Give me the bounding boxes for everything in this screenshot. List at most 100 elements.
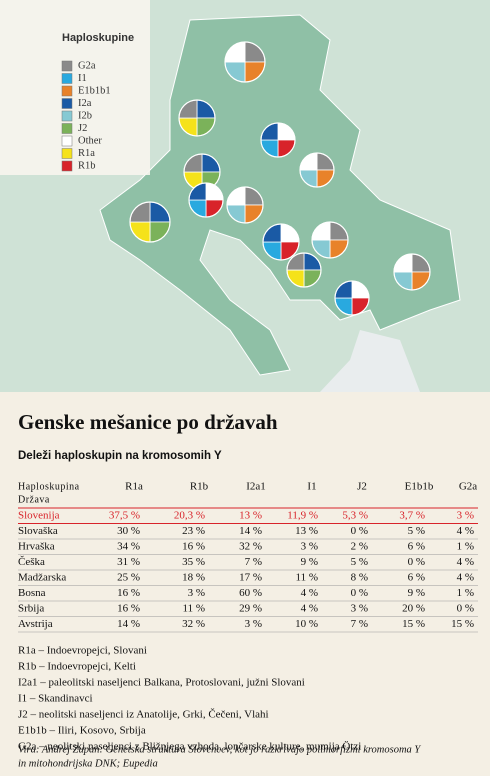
value-cell: 4 % xyxy=(457,556,474,568)
value-cell: 11 % xyxy=(182,602,205,614)
value-cell: 30 % xyxy=(117,525,140,537)
legend-label: I2a xyxy=(78,98,92,109)
value-cell: 14 % xyxy=(117,618,140,630)
legend-swatch xyxy=(61,148,73,159)
country-cell: Češka xyxy=(18,556,45,568)
value-cell: 60 % xyxy=(239,587,262,599)
legend-swatch xyxy=(61,85,73,97)
value-cell: 20 % xyxy=(402,602,425,614)
pie-outline xyxy=(311,221,349,259)
value-cell: 4 % xyxy=(301,602,318,614)
value-cell: 4 % xyxy=(301,587,318,599)
corner-label: Država xyxy=(18,494,50,505)
value-cell: 34 % xyxy=(117,540,140,552)
legend-label: I1 xyxy=(78,73,87,84)
column-header: E1b1b xyxy=(405,481,434,493)
column-header: I1 xyxy=(307,481,316,493)
legend-swatch xyxy=(61,60,73,72)
value-cell: 13 % xyxy=(239,509,262,521)
value-cell: 3,7 % xyxy=(399,509,425,521)
legend-label: Other xyxy=(78,135,102,146)
value-cell: 3 % xyxy=(188,587,205,599)
value-cell: 10 % xyxy=(295,618,318,630)
legend-label: E1b1b1 xyxy=(78,85,111,96)
value-cell: 5,3 % xyxy=(342,509,368,521)
value-cell: 9 % xyxy=(408,587,425,599)
country-cell: Slovaška xyxy=(18,525,58,537)
pie-outline xyxy=(188,182,224,218)
value-cell: 6 % xyxy=(408,540,425,552)
legend-swatch xyxy=(61,98,73,109)
value-cell: 14 % xyxy=(239,525,262,537)
column-header: R1b xyxy=(190,481,209,493)
value-cell: 15 % xyxy=(451,618,474,630)
value-cell: 11 % xyxy=(295,571,318,583)
value-cell: 0 % xyxy=(351,525,368,537)
value-cell: 3 % xyxy=(301,540,318,552)
pie-outline xyxy=(262,223,300,261)
value-cell: 1 % xyxy=(457,540,474,552)
column-header: J2 xyxy=(357,481,367,493)
legend-label: G2a xyxy=(78,60,96,71)
subtitle: Deleži haploskupin na kromosomih Y xyxy=(18,450,222,462)
note: E1b1b – Iliri, Kosovo, Srbija xyxy=(18,725,146,737)
pie-outline xyxy=(299,152,335,188)
value-cell: 5 % xyxy=(408,525,425,537)
value-cell: 0 % xyxy=(457,602,474,614)
value-cell: 2 % xyxy=(351,540,368,552)
legend-title: Haploskupine xyxy=(62,32,134,44)
value-cell: 16 % xyxy=(117,587,140,599)
source: Vira: Andrej Zupan: Genetska struktura S… xyxy=(18,744,421,755)
pie-outline xyxy=(226,186,264,224)
value-cell: 20,3 % xyxy=(174,509,205,521)
value-cell: 29 % xyxy=(239,602,262,614)
value-cell: 31 % xyxy=(117,556,140,568)
pie-outline xyxy=(393,253,431,291)
pie-outline xyxy=(129,201,171,243)
legend-swatch xyxy=(61,110,73,122)
value-cell: 16 % xyxy=(182,540,205,552)
value-cell: 13 % xyxy=(295,525,318,537)
legend-label: J2 xyxy=(78,123,87,134)
legend-swatch xyxy=(61,160,73,172)
value-cell: 32 % xyxy=(182,618,205,630)
value-cell: 3 % xyxy=(457,509,474,521)
country-cell: Slovenija xyxy=(18,509,60,521)
source: in mitohondrijska DNK; Eupedia xyxy=(18,758,158,769)
column-header: I2a1 xyxy=(246,481,266,493)
value-cell: 16 % xyxy=(117,602,140,614)
country-cell: Madžarska xyxy=(18,571,66,583)
value-cell: 35 % xyxy=(182,556,205,568)
note: I2a1 – paleolitski naseljenci Balkana, P… xyxy=(18,677,305,689)
value-cell: 7 % xyxy=(245,556,262,568)
legend-box xyxy=(0,0,150,175)
country-cell: Avstrija xyxy=(18,618,53,630)
title: Genske mešanice po državah xyxy=(18,410,278,434)
legend-swatch xyxy=(61,123,73,134)
country-cell: Bosna xyxy=(18,587,46,599)
value-cell: 1 % xyxy=(457,587,474,599)
value-cell: 9 % xyxy=(301,556,318,568)
value-cell: 3 % xyxy=(245,618,262,630)
column-header: R1a xyxy=(125,481,143,493)
value-cell: 5 % xyxy=(351,556,368,568)
pie-outline xyxy=(178,99,216,137)
legend-label: R1a xyxy=(78,148,95,159)
value-cell: 25 % xyxy=(117,571,140,583)
legend-swatch xyxy=(61,73,73,84)
pie-outline xyxy=(334,280,370,316)
value-cell: 4 % xyxy=(457,571,474,583)
note: R1b – Indoevropejci, Kelti xyxy=(18,661,136,673)
legend-label: R1b xyxy=(78,160,96,171)
value-cell: 15 % xyxy=(402,618,425,630)
value-cell: 0 % xyxy=(351,587,368,599)
country-cell: Srbija xyxy=(18,602,44,614)
column-header: G2a xyxy=(459,481,477,493)
value-cell: 7 % xyxy=(351,618,368,630)
corner-label: Haploskupina xyxy=(18,481,80,492)
note: G2a – neolitski naseljenci z Bližnjega v… xyxy=(18,741,361,753)
pie-outline xyxy=(224,41,266,83)
note: J2 – neolitski naseljenci iz Anatolije, … xyxy=(18,709,269,721)
